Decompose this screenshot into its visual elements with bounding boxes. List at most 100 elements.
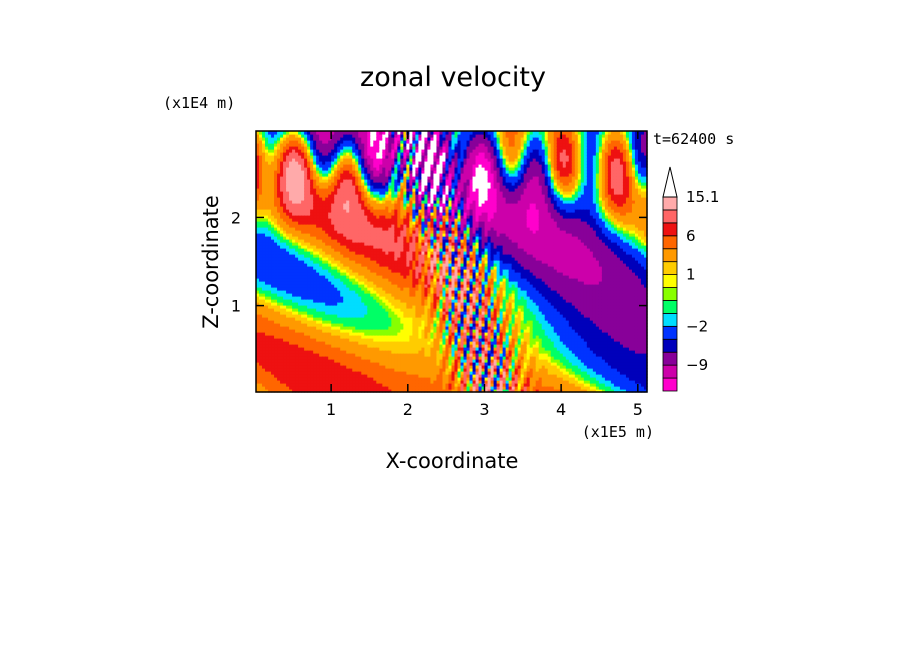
heatmap-cell bbox=[391, 236, 395, 240]
heatmap-cell bbox=[364, 263, 368, 267]
heatmap-cell bbox=[343, 170, 347, 174]
heatmap-cell bbox=[319, 167, 323, 171]
heatmap-cell bbox=[265, 290, 269, 294]
heatmap-cell bbox=[322, 317, 326, 321]
heatmap-cell bbox=[373, 287, 377, 291]
heatmap-cell bbox=[376, 314, 380, 318]
heatmap-cell bbox=[325, 263, 329, 267]
heatmap-cell bbox=[304, 338, 308, 342]
heatmap-cell bbox=[355, 155, 359, 159]
heatmap-cell bbox=[277, 350, 281, 354]
heatmap-cell bbox=[340, 248, 344, 252]
heatmap-cell bbox=[388, 338, 392, 342]
heatmap-cell bbox=[349, 197, 353, 201]
heatmap-cell bbox=[379, 344, 383, 348]
heatmap-cell bbox=[382, 272, 386, 276]
heatmap-cell bbox=[352, 206, 356, 210]
heatmap-cell bbox=[280, 257, 284, 261]
heatmap-cell bbox=[337, 245, 341, 249]
heatmap-cell bbox=[298, 131, 302, 135]
heatmap-cell bbox=[274, 230, 278, 234]
heatmap-cell bbox=[289, 170, 293, 174]
heatmap-cell bbox=[334, 254, 338, 258]
heatmap-cell bbox=[256, 173, 260, 177]
heatmap-cell bbox=[361, 338, 365, 342]
heatmap-cell bbox=[256, 131, 260, 135]
heatmap-cell bbox=[316, 332, 320, 336]
heatmap-cell bbox=[280, 383, 284, 387]
heatmap-cell bbox=[373, 176, 377, 180]
heatmap-cell bbox=[262, 158, 266, 162]
heatmap-cell bbox=[334, 164, 338, 168]
heatmap-cell bbox=[340, 164, 344, 168]
heatmap-cell bbox=[283, 230, 287, 234]
heatmap-cell bbox=[256, 374, 260, 378]
heatmap-cell bbox=[394, 380, 398, 384]
heatmap-cell bbox=[325, 143, 329, 147]
heatmap-cell bbox=[376, 356, 380, 360]
heatmap-cell bbox=[367, 224, 371, 228]
heatmap-cell bbox=[322, 299, 326, 303]
heatmap-cell bbox=[301, 386, 305, 390]
heatmap-cell bbox=[316, 224, 320, 228]
heatmap-cell bbox=[328, 386, 332, 390]
heatmap-cell bbox=[307, 215, 311, 219]
heatmap-cell bbox=[322, 356, 326, 360]
heatmap-cell bbox=[310, 146, 314, 150]
heatmap-cell bbox=[337, 167, 341, 171]
heatmap-cell bbox=[271, 176, 275, 180]
heatmap-cell bbox=[274, 200, 278, 204]
heatmap-cell bbox=[325, 296, 329, 300]
heatmap-cell bbox=[370, 263, 374, 267]
heatmap-cell bbox=[352, 377, 356, 381]
heatmap-cell bbox=[376, 170, 380, 174]
heatmap-cell bbox=[361, 260, 365, 264]
heatmap-cell bbox=[262, 167, 266, 171]
heatmap-cell bbox=[388, 188, 392, 192]
heatmap-cell bbox=[274, 227, 278, 231]
heatmap-cell bbox=[256, 206, 260, 210]
heatmap-cell bbox=[331, 242, 335, 246]
heatmap-cell bbox=[295, 143, 299, 147]
heatmap-cell bbox=[310, 356, 314, 360]
heatmap-cell bbox=[388, 308, 392, 312]
heatmap-cell bbox=[262, 197, 266, 201]
heatmap-cell bbox=[325, 137, 329, 141]
heatmap-cell bbox=[292, 161, 296, 165]
heatmap-cell bbox=[301, 308, 305, 312]
heatmap-cell bbox=[274, 212, 278, 216]
heatmap-cell bbox=[262, 359, 266, 363]
heatmap-cell bbox=[319, 377, 323, 381]
heatmap-cell bbox=[328, 290, 332, 294]
heatmap-cell bbox=[376, 272, 380, 276]
heatmap-cell bbox=[361, 356, 365, 360]
heatmap-cell bbox=[361, 281, 365, 285]
heatmap-cell bbox=[265, 239, 269, 243]
heatmap-cell bbox=[307, 131, 311, 135]
heatmap-cell bbox=[343, 167, 347, 171]
heatmap-cell bbox=[394, 317, 398, 321]
heatmap-cell bbox=[295, 326, 299, 330]
heatmap-cell bbox=[292, 212, 296, 216]
heatmap-cell bbox=[352, 230, 356, 234]
heatmap-cell bbox=[268, 359, 272, 363]
heatmap-cell bbox=[337, 254, 341, 258]
heatmap-cell bbox=[373, 380, 377, 384]
heatmap-cell bbox=[328, 296, 332, 300]
heatmap-cell bbox=[286, 152, 290, 156]
heatmap-cell bbox=[346, 263, 350, 267]
heatmap-cell bbox=[283, 383, 287, 387]
heatmap-cell bbox=[292, 323, 296, 327]
heatmap-cell bbox=[256, 227, 260, 231]
heatmap-cell bbox=[319, 284, 323, 288]
heatmap-cell bbox=[313, 374, 317, 378]
heatmap-cell bbox=[364, 230, 368, 234]
heatmap-cell bbox=[295, 188, 299, 192]
heatmap-cell bbox=[322, 329, 326, 333]
heatmap-cell bbox=[346, 260, 350, 264]
heatmap-cell bbox=[289, 374, 293, 378]
heatmap-cell bbox=[379, 359, 383, 363]
heatmap-cell bbox=[262, 389, 266, 393]
heatmap-cell bbox=[361, 374, 365, 378]
heatmap-cell bbox=[379, 203, 383, 207]
